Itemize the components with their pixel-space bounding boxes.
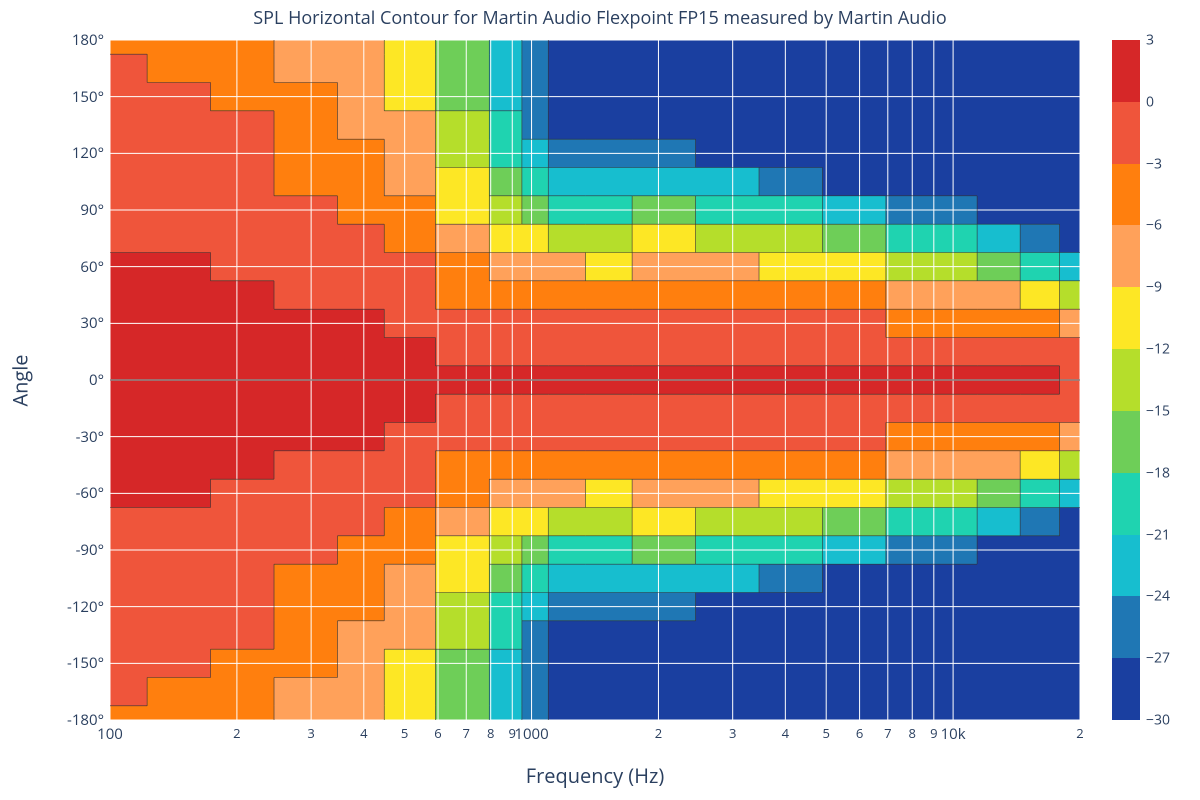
x-tick-minor: 3 xyxy=(307,724,314,742)
colorbar-segment xyxy=(1112,287,1140,349)
chart-title: SPL Horizontal Contour for Martin Audio … xyxy=(0,6,1200,30)
y-axis-label: Angle xyxy=(7,354,34,406)
y-tick: -30° xyxy=(34,427,104,447)
x-tick-minor: 4 xyxy=(782,724,789,742)
colorbar-tick: −3 xyxy=(1146,154,1162,173)
colorbar-segment xyxy=(1112,596,1140,658)
x-tick-minor: 9 xyxy=(930,724,937,742)
y-tick: -120° xyxy=(34,597,104,617)
colorbar-tick: −21 xyxy=(1146,525,1170,544)
x-tick-major: 1000 xyxy=(514,724,548,744)
spl-contour-chart: SPL Horizontal Contour for Martin Audio … xyxy=(0,0,1200,800)
x-tick-minor: 2 xyxy=(655,724,662,742)
y-tick: -180° xyxy=(34,710,104,730)
colorbar-segment xyxy=(1112,658,1140,720)
y-tick: 150° xyxy=(34,87,104,107)
x-tick-minor: 2 xyxy=(1076,724,1083,742)
y-tick: 30° xyxy=(34,313,104,333)
colorbar-tick: −18 xyxy=(1146,463,1170,482)
y-tick: 120° xyxy=(34,143,104,163)
colorbar-tick: 0 xyxy=(1146,92,1154,111)
x-tick-minor: 5 xyxy=(822,724,829,742)
y-tick: -60° xyxy=(34,483,104,503)
colorbar-tick: −24 xyxy=(1146,587,1170,606)
x-tick-minor: 9 xyxy=(509,724,516,742)
x-tick-minor: 3 xyxy=(729,724,736,742)
contour-svg xyxy=(110,40,1080,720)
colorbar[interactable]: 30−3−6−9−12−15−18−21−24−27−30 xyxy=(1112,40,1178,720)
y-axis-label-container: Angle xyxy=(6,40,34,720)
x-tick-minor: 6 xyxy=(856,724,863,742)
y-tick: 60° xyxy=(34,257,104,277)
x-tick-minor: 6 xyxy=(434,724,441,742)
plot-area[interactable] xyxy=(110,40,1080,720)
colorbar-segment xyxy=(1112,40,1140,102)
colorbar-tick: −15 xyxy=(1146,401,1170,420)
x-tick-minor: 5 xyxy=(401,724,408,742)
colorbar-tick: −6 xyxy=(1146,216,1162,235)
colorbar-segment xyxy=(1112,535,1140,597)
y-tick: -150° xyxy=(34,653,104,673)
y-tick: 0° xyxy=(34,370,104,390)
colorbar-segment xyxy=(1112,102,1140,164)
colorbar-tick: 3 xyxy=(1146,31,1154,50)
y-tick: 90° xyxy=(34,200,104,220)
x-tick-major: 100 xyxy=(97,724,123,744)
colorbar-segment xyxy=(1112,349,1140,411)
colorbar-segment xyxy=(1112,225,1140,287)
colorbar-tick: −27 xyxy=(1146,649,1170,668)
x-tick-minor: 4 xyxy=(360,724,367,742)
colorbar-segment xyxy=(1112,473,1140,535)
colorbar-segment xyxy=(1112,411,1140,473)
colorbar-tick: −12 xyxy=(1146,340,1170,359)
colorbar-bar xyxy=(1112,40,1140,720)
x-tick-major: 10k xyxy=(941,724,966,744)
x-tick-minor: 7 xyxy=(884,724,891,742)
y-tick: -90° xyxy=(34,540,104,560)
colorbar-tick: −9 xyxy=(1146,278,1162,297)
x-tick-minor: 8 xyxy=(487,724,494,742)
x-tick-minor: 7 xyxy=(463,724,470,742)
colorbar-tick: −30 xyxy=(1146,711,1170,730)
y-tick: 180° xyxy=(34,30,104,50)
colorbar-segment xyxy=(1112,164,1140,226)
x-axis-label: Frequency (Hz) xyxy=(110,762,1080,789)
x-tick-minor: 8 xyxy=(909,724,916,742)
x-tick-minor: 2 xyxy=(233,724,240,742)
